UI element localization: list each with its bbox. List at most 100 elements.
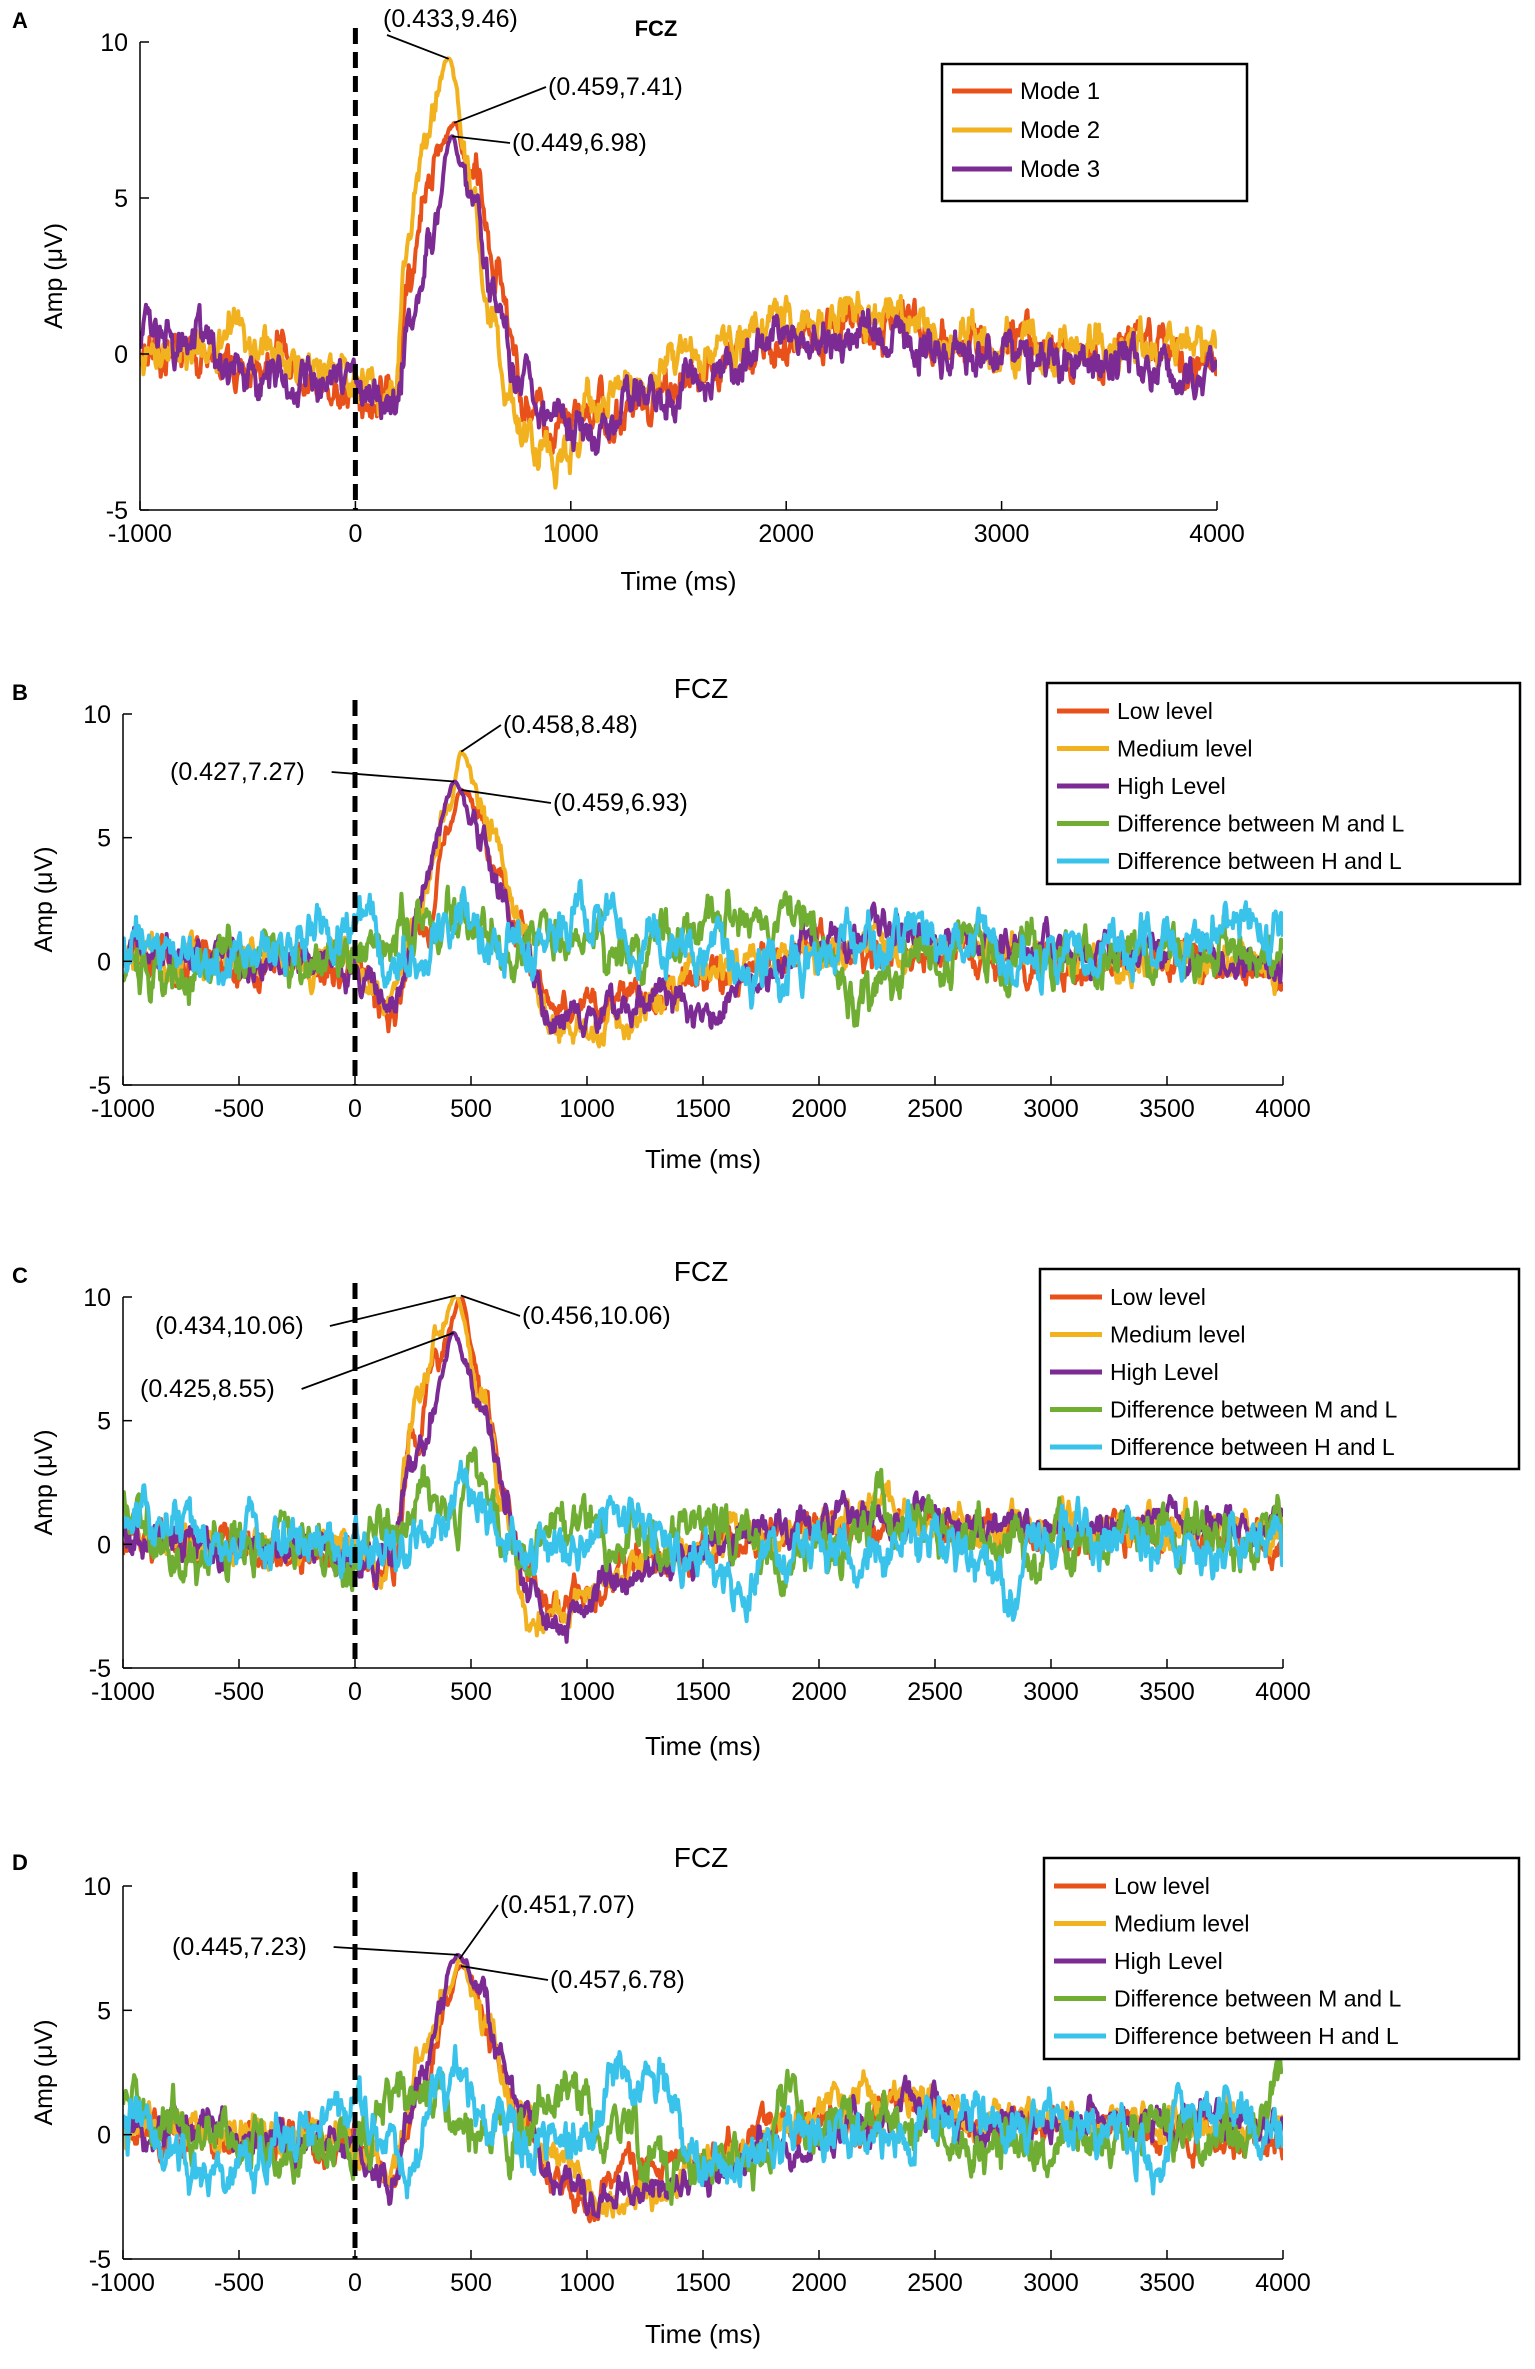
data-label: (0.433,9.46) bbox=[383, 5, 518, 33]
panel-a: A -1000 0 1000 2000 3000 4000 -5 0 5 10 Time (ms) Am… bbox=[12, 5, 1249, 596]
x-tick-label: 0 bbox=[348, 1678, 362, 1706]
data-label-leader bbox=[460, 1294, 521, 1317]
legend-entry: Low level bbox=[1114, 1873, 1210, 1899]
x-axis-label: Time (ms) bbox=[620, 566, 736, 596]
chart-title: FCZ bbox=[674, 1842, 728, 1873]
y-tick-label: -5 bbox=[89, 1072, 111, 1100]
y-tick-label: 10 bbox=[83, 1284, 111, 1312]
y-tick-label: 0 bbox=[97, 948, 111, 976]
legend-entry: Difference between H and L bbox=[1114, 2023, 1399, 2049]
data-label: (0.459,6.93) bbox=[553, 789, 688, 817]
legend-entry: Medium level bbox=[1110, 1322, 1246, 1348]
data-label-leader bbox=[453, 86, 547, 124]
legend-box bbox=[1042, 1856, 1521, 2061]
x-tick-label: -500 bbox=[214, 1095, 264, 1123]
y-axis-label: Amp (μV) bbox=[30, 2019, 58, 2125]
x-tick-label: 500 bbox=[450, 1095, 492, 1123]
x-tick-label: 2000 bbox=[791, 1095, 847, 1123]
x-tick-label: 3500 bbox=[1139, 1678, 1195, 1706]
legend-entry: Difference between M and L bbox=[1110, 1397, 1397, 1423]
x-tick-label: 2000 bbox=[791, 2269, 847, 2297]
legend-box bbox=[1045, 681, 1522, 886]
y-tick-label: 10 bbox=[83, 1873, 111, 1901]
x-tick-label: 1500 bbox=[675, 2269, 731, 2297]
x-tick-label: 1000 bbox=[559, 1678, 615, 1706]
data-label: (0.459,7.41) bbox=[548, 73, 683, 101]
chart-title: FCZ bbox=[674, 673, 728, 704]
x-tick-label: -500 bbox=[214, 1678, 264, 1706]
x-tick-label: 0 bbox=[348, 1095, 362, 1123]
x-tick-label: 500 bbox=[450, 1678, 492, 1706]
legend-entry: Medium level bbox=[1117, 736, 1253, 762]
data-label: (0.457,6.78) bbox=[550, 1966, 685, 1994]
y-tick-label: 0 bbox=[97, 2122, 111, 2150]
panel-letter: A bbox=[12, 8, 28, 33]
x-tick-label: 2000 bbox=[758, 520, 814, 548]
legend-entry: Difference between H and L bbox=[1110, 1434, 1395, 1460]
x-tick-label: 2000 bbox=[791, 1678, 847, 1706]
data-label-leader bbox=[386, 34, 449, 60]
legend-entry: Difference between H and L bbox=[1117, 848, 1402, 874]
data-label-leader bbox=[329, 1294, 456, 1327]
legend: Low level Medium level High Level Differenc… bbox=[1038, 1267, 1521, 1471]
x-tick-label: 1000 bbox=[543, 520, 599, 548]
data-label-leader bbox=[461, 789, 552, 804]
data-label: (0.458,8.48) bbox=[503, 711, 638, 739]
legend-entry: Difference between M and L bbox=[1114, 1986, 1401, 2012]
series-group bbox=[123, 749, 1283, 1049]
legend-entry: High Level bbox=[1114, 1948, 1223, 1974]
series-line-difference-between-h-and-l bbox=[123, 2044, 1283, 2200]
data-label: (0.456,10.06) bbox=[522, 1302, 671, 1330]
y-axis-label: Amp (μV) bbox=[30, 1429, 58, 1535]
data-label: (0.449,6.98) bbox=[512, 129, 647, 157]
legend-box bbox=[1038, 1267, 1521, 1471]
series-line-mode-2 bbox=[140, 56, 1217, 490]
y-tick-label: 10 bbox=[100, 29, 128, 57]
legend-entry: Difference between M and L bbox=[1117, 811, 1404, 837]
series-line-mode-3 bbox=[140, 134, 1217, 456]
data-label-leader bbox=[301, 1332, 454, 1390]
legend-entry: Low level bbox=[1117, 698, 1213, 724]
series-group bbox=[123, 1953, 1283, 2224]
legend-entry: Mode 3 bbox=[1020, 156, 1100, 183]
data-label: (0.427,7.27) bbox=[170, 758, 305, 786]
panel-letter: C bbox=[12, 1263, 28, 1288]
legend: Low level Medium level High Level Differenc… bbox=[1042, 1856, 1521, 2061]
y-tick-label: 5 bbox=[97, 825, 111, 853]
chart-title: FCZ bbox=[674, 1256, 728, 1287]
legend-entry: High Level bbox=[1117, 773, 1226, 799]
data-label-leader bbox=[331, 771, 455, 783]
x-tick-label: -1000 bbox=[91, 2269, 155, 2297]
x-tick-label: 2500 bbox=[907, 1095, 963, 1123]
x-axis-label: Time (ms) bbox=[645, 2319, 761, 2349]
series-group bbox=[123, 1297, 1283, 1644]
legend: Mode 1 Mode 2 Mode 3 bbox=[940, 62, 1249, 203]
x-tick-label: 4000 bbox=[1189, 520, 1245, 548]
series-line-difference-between-h-and-l bbox=[123, 1459, 1283, 1624]
y-tick-label: 5 bbox=[97, 1408, 111, 1436]
panel-letter: B bbox=[12, 680, 28, 705]
x-tick-label: 3000 bbox=[1023, 1678, 1079, 1706]
y-tick-label: -5 bbox=[89, 2246, 111, 2274]
x-axis-label: Time (ms) bbox=[645, 1144, 761, 1174]
series-group bbox=[140, 56, 1217, 490]
y-tick-label: 10 bbox=[83, 701, 111, 729]
data-label: (0.425,8.55) bbox=[140, 1375, 275, 1403]
data-label-leader bbox=[460, 1965, 549, 1981]
y-axis-label: Amp (μV) bbox=[30, 846, 58, 952]
legend-entry: High Level bbox=[1110, 1359, 1219, 1385]
x-tick-label: 3500 bbox=[1139, 1095, 1195, 1123]
panel-d: D -1000 -500 0 500 1000 1500 2000 2500 3000 3500 40… bbox=[12, 1842, 1521, 2349]
legend-entry: Mode 1 bbox=[1020, 78, 1100, 105]
y-tick-label: 5 bbox=[114, 185, 128, 213]
y-axis-label: Amp (μV) bbox=[40, 223, 68, 329]
x-tick-label: 2500 bbox=[907, 2269, 963, 2297]
series-line-difference-between-h-and-l bbox=[123, 878, 1283, 1010]
x-tick-label: 3500 bbox=[1139, 2269, 1195, 2297]
panel-b: B -1000 -500 0 500 1000 1500 2000 2500 3000 3500 40… bbox=[12, 673, 1522, 1174]
x-tick-label: 1500 bbox=[675, 1678, 731, 1706]
x-tick-label: 4000 bbox=[1255, 1678, 1311, 1706]
x-tick-label: 0 bbox=[348, 2269, 362, 2297]
x-tick-label: 3000 bbox=[1023, 2269, 1079, 2297]
